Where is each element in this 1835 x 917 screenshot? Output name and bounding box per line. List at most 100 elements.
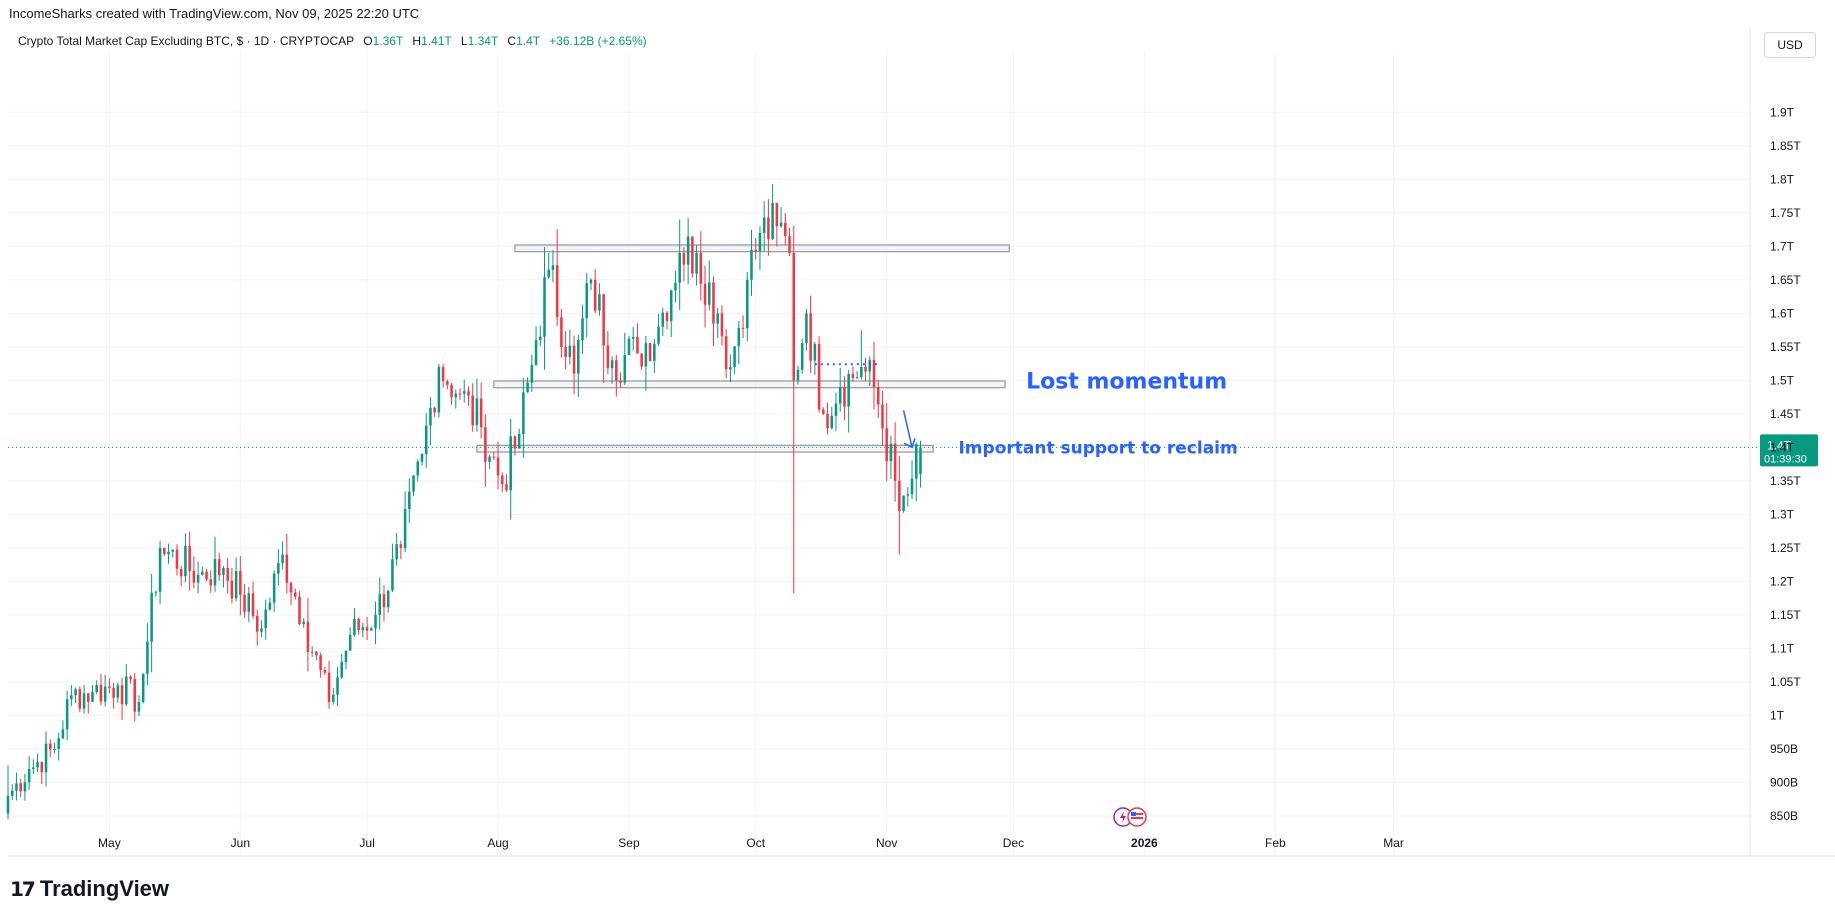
candle-body xyxy=(184,545,187,577)
candle-body xyxy=(133,679,137,712)
candle xyxy=(847,369,850,433)
candle-body xyxy=(65,699,69,730)
candle-body xyxy=(277,563,280,574)
candle-body xyxy=(260,628,263,632)
candle-body xyxy=(893,443,897,481)
candle xyxy=(889,435,893,479)
price-tick-label: 1.35T xyxy=(1770,474,1801,488)
lost-momentum-zone xyxy=(493,380,1006,389)
candle xyxy=(581,304,584,354)
candle-body xyxy=(813,344,817,361)
candle xyxy=(19,778,22,797)
candle xyxy=(627,335,631,356)
candle-body xyxy=(306,621,310,652)
price-tick-label: 850B xyxy=(1770,809,1798,823)
candle-body xyxy=(44,743,48,773)
candle xyxy=(403,491,407,553)
candle xyxy=(192,556,196,589)
candle xyxy=(653,338,656,373)
candle-body xyxy=(513,436,517,449)
candle xyxy=(108,678,111,694)
candle xyxy=(370,626,373,631)
candle xyxy=(737,321,741,365)
candle-body xyxy=(103,686,107,702)
candle xyxy=(551,250,555,283)
time-tick-label: Mar xyxy=(1383,836,1404,850)
candle-body xyxy=(881,404,884,429)
candle-body xyxy=(636,336,639,354)
candle xyxy=(539,325,542,347)
candle xyxy=(864,357,867,382)
candle-body xyxy=(171,549,175,552)
candle-body xyxy=(99,684,103,702)
candle-body xyxy=(196,574,200,583)
candle-body xyxy=(640,353,643,367)
candle xyxy=(408,478,411,523)
candle xyxy=(344,650,348,670)
candle xyxy=(277,549,280,586)
price-tick-label: 1.4T xyxy=(1770,440,1795,454)
candle-body xyxy=(805,313,808,344)
candle xyxy=(285,534,289,594)
candle xyxy=(163,547,166,556)
candle-body xyxy=(754,249,757,252)
annotation-text: Important support to reclaim xyxy=(958,438,1237,458)
candle xyxy=(602,294,605,383)
price-tick-label: 950B xyxy=(1770,742,1798,756)
candle xyxy=(505,474,508,492)
candle xyxy=(420,453,424,466)
candle-body xyxy=(661,312,665,327)
candle-body xyxy=(522,392,525,434)
candle-body xyxy=(255,616,259,632)
symbol-name[interactable]: Crypto Total Market Cap Excluding BTC, $… xyxy=(18,34,354,48)
candle-body xyxy=(484,427,487,462)
time-tick-label: Nov xyxy=(876,836,897,850)
candle-body xyxy=(615,360,618,381)
time-tick-label: Sep xyxy=(618,836,640,850)
candle xyxy=(82,684,86,714)
candle-body xyxy=(285,554,289,583)
candle xyxy=(826,402,829,435)
candle-body xyxy=(319,655,322,670)
candle-body xyxy=(247,593,251,612)
candle xyxy=(496,441,500,490)
candle-body xyxy=(560,317,563,347)
tradingview-logo[interactable]: 𝟭𝟳 TradingView xyxy=(10,876,169,902)
candle-body xyxy=(792,253,796,381)
candle xyxy=(467,386,470,406)
candle xyxy=(391,543,394,593)
candle xyxy=(217,552,221,581)
candle xyxy=(310,646,314,657)
candle-body xyxy=(370,628,373,631)
time-axis: May Jun Jul Aug Sep Oct Nov Dec 2026 Feb Mar xyxy=(98,836,1404,850)
candle xyxy=(902,495,905,513)
candle xyxy=(188,531,191,591)
low-label: L xyxy=(460,34,468,48)
price-tick-label: 1.15T xyxy=(1770,608,1801,622)
candle-body xyxy=(898,480,901,512)
candle xyxy=(699,231,703,301)
price-tick-label: 1.25T xyxy=(1770,541,1801,555)
candle-body xyxy=(843,387,846,407)
candle xyxy=(779,207,783,228)
candle-body xyxy=(784,222,787,237)
candle xyxy=(809,295,812,373)
time-tick-label: Oct xyxy=(746,836,765,850)
candle xyxy=(44,731,48,787)
candle xyxy=(184,533,187,583)
candle-body xyxy=(378,594,382,615)
currency-button[interactable]: USD xyxy=(1764,32,1816,58)
candle-body xyxy=(129,676,132,680)
candle-body xyxy=(838,387,842,404)
candle xyxy=(103,674,107,707)
candle-body xyxy=(167,551,170,555)
candle xyxy=(648,342,652,362)
candle-body xyxy=(568,345,572,358)
candle-body xyxy=(653,343,656,361)
candle-body xyxy=(724,336,728,370)
candle-body xyxy=(27,769,31,783)
candle-body xyxy=(800,343,804,370)
candle-body xyxy=(889,443,893,462)
candle-body xyxy=(822,409,825,414)
